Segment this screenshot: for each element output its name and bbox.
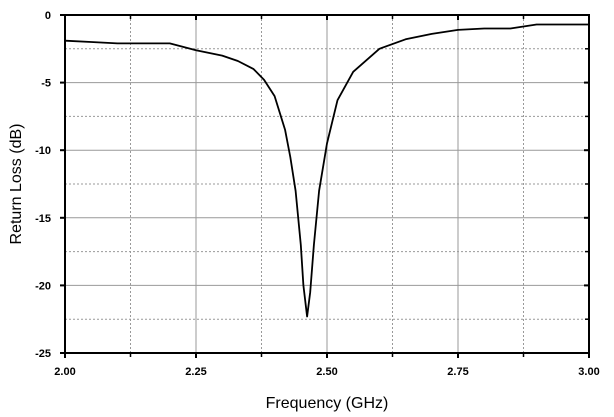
y-tick-label: -25 [35,348,51,360]
series-layer [64,23,589,318]
y-tick-label: -10 [35,145,51,157]
x-tick-label: 2.75 [447,366,468,378]
y-tick-label: 0 [45,10,51,22]
y-tick-label: -15 [35,213,51,225]
x-tick-label: 2.25 [185,366,206,378]
x-tick-label: 2.00 [54,366,75,378]
axes [60,14,590,358]
x-tick-label: 3.00 [578,366,599,378]
x-tick-label: 2.50 [316,366,337,378]
grid [65,15,589,353]
y-axis-label: Return Loss (dB) [8,124,25,245]
x-axis-label: Frequency (GHz) [266,395,389,412]
y-tick-label: -5 [41,78,51,90]
tick-labels: 2.00 2.25 2.50 2.75 3.00 0 -5 -10 -15 -20 -25 [35,10,600,378]
y-tick-label: -20 [35,280,51,292]
return-loss-line [64,23,589,318]
